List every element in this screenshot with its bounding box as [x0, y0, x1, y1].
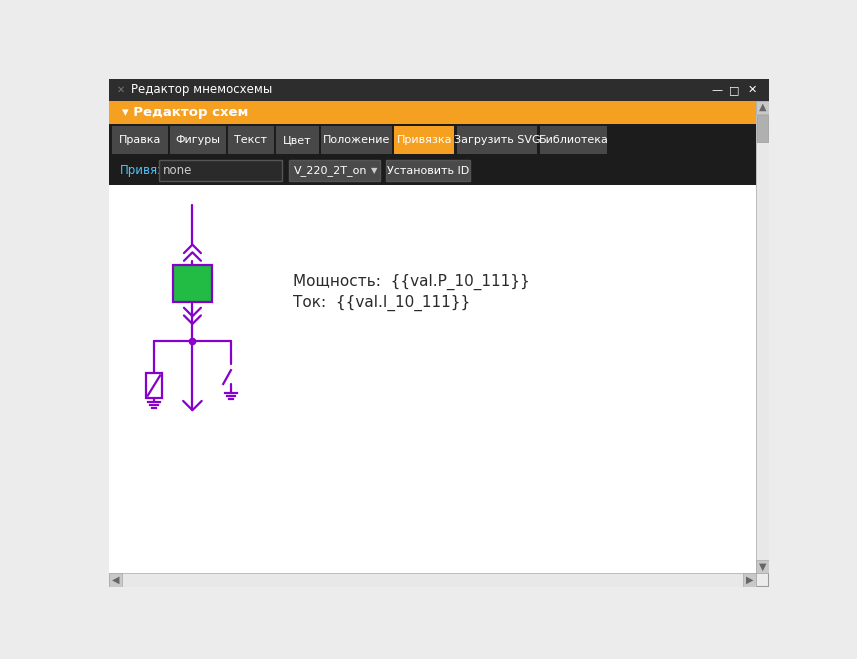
Text: —: —: [711, 85, 722, 95]
Text: Цвет: Цвет: [283, 135, 312, 145]
Bar: [387, 160, 470, 181]
Bar: [757, 115, 769, 142]
Bar: [756, 560, 769, 573]
Text: ▲: ▲: [758, 102, 766, 112]
Bar: [109, 101, 756, 124]
Text: Привязка: Привязка: [120, 164, 179, 177]
Text: Правка: Правка: [119, 135, 161, 145]
Bar: [276, 126, 319, 154]
Text: none: none: [162, 164, 192, 177]
Text: ✕: ✕: [117, 85, 125, 95]
Bar: [394, 126, 454, 154]
Text: ▾ Редактор схем: ▾ Редактор схем: [122, 105, 248, 119]
Text: Текст: Текст: [235, 135, 267, 145]
Text: Фигуры: Фигуры: [176, 135, 220, 145]
Bar: [147, 373, 162, 398]
Text: Загрузить SVG: Загрузить SVG: [453, 135, 540, 145]
Bar: [540, 126, 608, 154]
Bar: [109, 156, 756, 185]
Text: ◀: ◀: [112, 575, 120, 585]
Text: Ток:  {{val.I_10_111}}: Ток: {{val.I_10_111}}: [292, 295, 470, 311]
Bar: [159, 160, 282, 181]
Text: Мощность:  {{val.P_10_111}}: Мощность: {{val.P_10_111}}: [292, 273, 530, 290]
Bar: [743, 573, 756, 587]
Text: ▶: ▶: [746, 575, 753, 585]
Bar: [109, 573, 756, 587]
Text: ▼: ▼: [371, 166, 377, 175]
Bar: [109, 185, 756, 573]
Text: V_220_2T_on: V_220_2T_on: [294, 165, 368, 176]
Bar: [756, 101, 769, 114]
Text: Установить ID: Установить ID: [387, 165, 469, 176]
Text: Редактор мнемосхемы: Редактор мнемосхемы: [131, 83, 272, 96]
Bar: [112, 126, 168, 154]
Bar: [109, 573, 123, 587]
Bar: [756, 101, 769, 573]
Text: Положение: Положение: [323, 135, 390, 145]
Bar: [228, 126, 274, 154]
Bar: [109, 124, 756, 156]
Text: □: □: [729, 85, 740, 95]
Bar: [290, 160, 381, 181]
Bar: [173, 265, 212, 302]
Text: Привязка: Привязка: [397, 135, 452, 145]
Bar: [109, 79, 769, 101]
Bar: [457, 126, 537, 154]
Text: Библиотека: Библиотека: [539, 135, 608, 145]
Bar: [170, 126, 225, 154]
Text: ✕: ✕: [747, 85, 757, 95]
Bar: [321, 126, 392, 154]
Text: ▼: ▼: [758, 562, 766, 572]
